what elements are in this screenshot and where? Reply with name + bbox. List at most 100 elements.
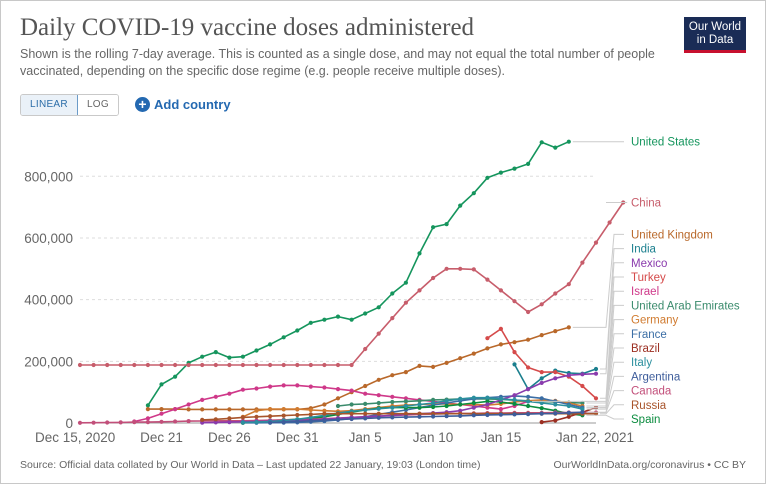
- data-point: [566, 403, 571, 409]
- data-point: [159, 419, 164, 424]
- legend-label[interactable]: United States: [631, 137, 700, 149]
- y-tick-label: 400,000: [24, 293, 73, 308]
- data-point: [227, 420, 232, 425]
- data-point: [240, 387, 245, 392]
- data-point: [431, 275, 436, 281]
- data-point: [322, 317, 327, 322]
- data-point: [512, 166, 517, 171]
- data-point: [295, 407, 300, 412]
- data-point: [417, 288, 422, 293]
- data-point: [213, 350, 218, 355]
- data-point: [526, 394, 531, 399]
- series-united-states[interactable]: [145, 139, 571, 408]
- data-point: [105, 362, 110, 368]
- legend-label[interactable]: Spain: [631, 414, 660, 426]
- data-point: [403, 403, 408, 409]
- data-point: [431, 364, 436, 369]
- data-point: [553, 145, 558, 150]
- x-tick-label: Dec 21: [140, 430, 183, 445]
- data-point: [335, 403, 341, 409]
- legend-label[interactable]: France: [631, 329, 667, 341]
- add-country-button[interactable]: + Add country: [135, 94, 231, 114]
- legend-label[interactable]: Brazil: [631, 343, 660, 355]
- legend-label[interactable]: United Kingdom: [631, 229, 713, 241]
- legend-label[interactable]: Russia: [631, 400, 667, 412]
- legend-label[interactable]: Italy: [631, 357, 652, 369]
- data-point: [526, 161, 531, 166]
- data-point: [200, 397, 205, 402]
- legend-label[interactable]: United Arab Emirates: [631, 300, 740, 312]
- series-argentina[interactable]: [268, 410, 585, 425]
- legend-label[interactable]: India: [631, 244, 657, 256]
- data-point: [553, 402, 558, 407]
- legend-label[interactable]: Mexico: [631, 258, 667, 270]
- data-point: [593, 371, 599, 376]
- data-point: [593, 396, 599, 401]
- data-point: [390, 405, 395, 410]
- data-point: [295, 383, 300, 388]
- data-point: [539, 396, 544, 401]
- data-point: [335, 417, 341, 422]
- legend-label[interactable]: Germany: [631, 315, 679, 327]
- data-point: [458, 203, 463, 208]
- data-point: [580, 383, 585, 389]
- legend-label[interactable]: Canada: [631, 386, 672, 398]
- legend-connector: [586, 304, 624, 404]
- data-point: [526, 387, 531, 392]
- data-point: [526, 337, 531, 342]
- data-point: [349, 402, 354, 407]
- data-point: [376, 411, 381, 416]
- data-point: [335, 314, 341, 319]
- legend-label[interactable]: China: [631, 197, 662, 209]
- data-point: [431, 414, 436, 419]
- data-point: [186, 362, 191, 368]
- legend-label[interactable]: Turkey: [631, 272, 666, 284]
- data-point: [553, 411, 558, 416]
- data-point: [335, 411, 341, 416]
- y-tick-label: 200,000: [24, 354, 73, 369]
- data-point: [498, 170, 503, 175]
- data-point: [77, 362, 83, 368]
- chart-subtitle: Shown is the rolling 7-day average. This…: [20, 47, 655, 78]
- data-point: [308, 415, 313, 420]
- legend-label[interactable]: Argentina: [631, 371, 681, 383]
- data-point: [539, 380, 544, 385]
- linear-scale-button[interactable]: LINEAR: [20, 95, 78, 115]
- logo-line-2: in Data: [696, 34, 734, 46]
- data-point: [335, 387, 341, 392]
- source-url[interactable]: OurWorldInData.org/coronavirus • CC BY: [553, 459, 746, 471]
- data-point: [159, 362, 164, 368]
- data-point: [281, 420, 286, 425]
- data-point: [485, 395, 490, 400]
- series-line: [242, 395, 583, 424]
- data-point: [485, 175, 490, 180]
- data-point: [512, 401, 517, 406]
- x-tick-label: Dec 15, 2020: [35, 430, 115, 445]
- data-point: [268, 384, 273, 389]
- series-china[interactable]: [77, 200, 626, 368]
- data-point: [403, 396, 408, 401]
- data-point: [186, 402, 191, 407]
- data-point: [471, 395, 476, 400]
- data-point: [498, 407, 503, 412]
- data-point: [553, 370, 558, 375]
- data-point: [376, 393, 381, 398]
- series-turkey[interactable]: [485, 326, 599, 401]
- legend-connector: [600, 276, 624, 399]
- data-point: [512, 397, 517, 402]
- data-point: [485, 346, 490, 351]
- data-point: [240, 362, 245, 368]
- data-point: [390, 394, 395, 399]
- data-point: [240, 420, 245, 425]
- data-point: [431, 404, 436, 410]
- legend-label[interactable]: Israel: [631, 286, 659, 298]
- data-point: [349, 416, 354, 422]
- log-scale-button[interactable]: LOG: [77, 95, 118, 115]
- data-point: [200, 354, 205, 359]
- data-point: [580, 372, 585, 377]
- data-point: [295, 412, 300, 418]
- owid-logo[interactable]: Our World in Data: [684, 17, 746, 53]
- data-point: [322, 411, 327, 416]
